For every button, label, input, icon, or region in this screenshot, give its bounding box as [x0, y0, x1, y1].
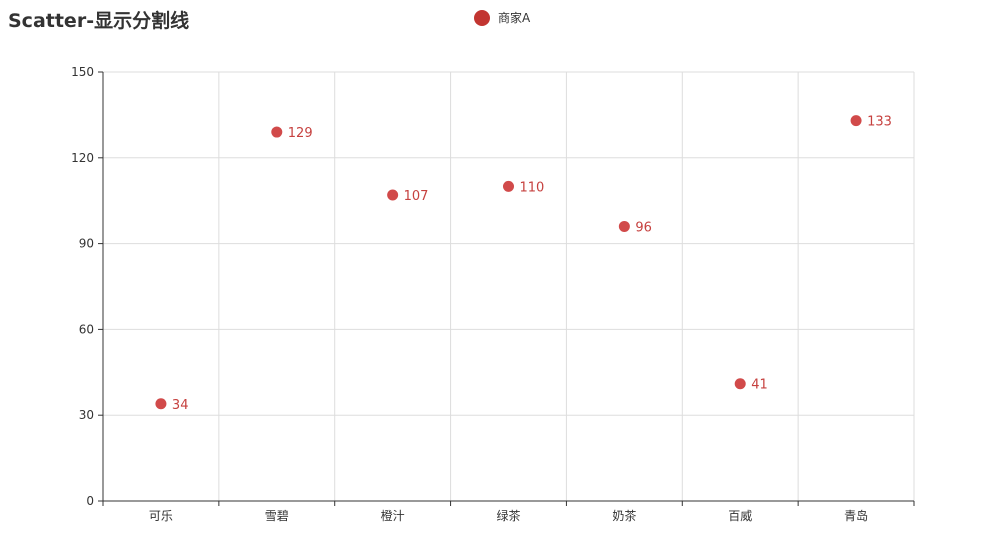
scatter-point[interactable] [387, 189, 399, 201]
legend-marker-icon [474, 9, 490, 26]
y-tick-label: 0 [86, 494, 94, 508]
data-label: 41 [751, 378, 768, 393]
x-tick-label: 绿茶 [496, 508, 520, 523]
y-tick-label: 30 [79, 408, 94, 422]
data-label: 107 [404, 189, 429, 204]
x-tick-label: 橙汁 [381, 508, 405, 523]
grid-lines [103, 71, 915, 501]
y-tick-label: 120 [71, 151, 94, 165]
data-label: 110 [520, 180, 545, 195]
scatter-point[interactable] [503, 180, 514, 192]
data-label: 34 [172, 398, 189, 413]
y-tick-label: 150 [71, 65, 94, 79]
data-label: 129 [288, 126, 313, 141]
scatter-points [155, 115, 862, 410]
x-tick-label: 奶茶 [612, 508, 636, 523]
x-tick-label: 百威 [728, 509, 752, 523]
y-tick-label: 60 [79, 322, 94, 336]
scatter-point[interactable] [734, 378, 746, 390]
y-tick-label: 90 [79, 237, 94, 251]
x-tick-label: 雪碧 [265, 509, 289, 523]
scatter-point[interactable] [618, 220, 630, 232]
legend[interactable]: 商家A [474, 9, 530, 26]
legend-label: 商家A [498, 11, 531, 25]
data-labels: 34 129 107 110 96 41 133 [172, 115, 892, 413]
scatter-point[interactable] [155, 398, 167, 410]
axes: 0 30 60 90 120 150 可乐 雪碧 橙汁 绿茶 奶茶 百威 青岛 [71, 65, 915, 523]
chart-title: Scatter-显示分割线 [8, 10, 190, 32]
data-label: 133 [867, 115, 892, 130]
scatter-point[interactable] [850, 115, 862, 127]
x-tick-label: 可乐 [149, 509, 173, 523]
scatter-point[interactable] [271, 126, 283, 138]
x-tick-label: 青岛 [844, 508, 868, 523]
data-label: 96 [635, 220, 652, 235]
